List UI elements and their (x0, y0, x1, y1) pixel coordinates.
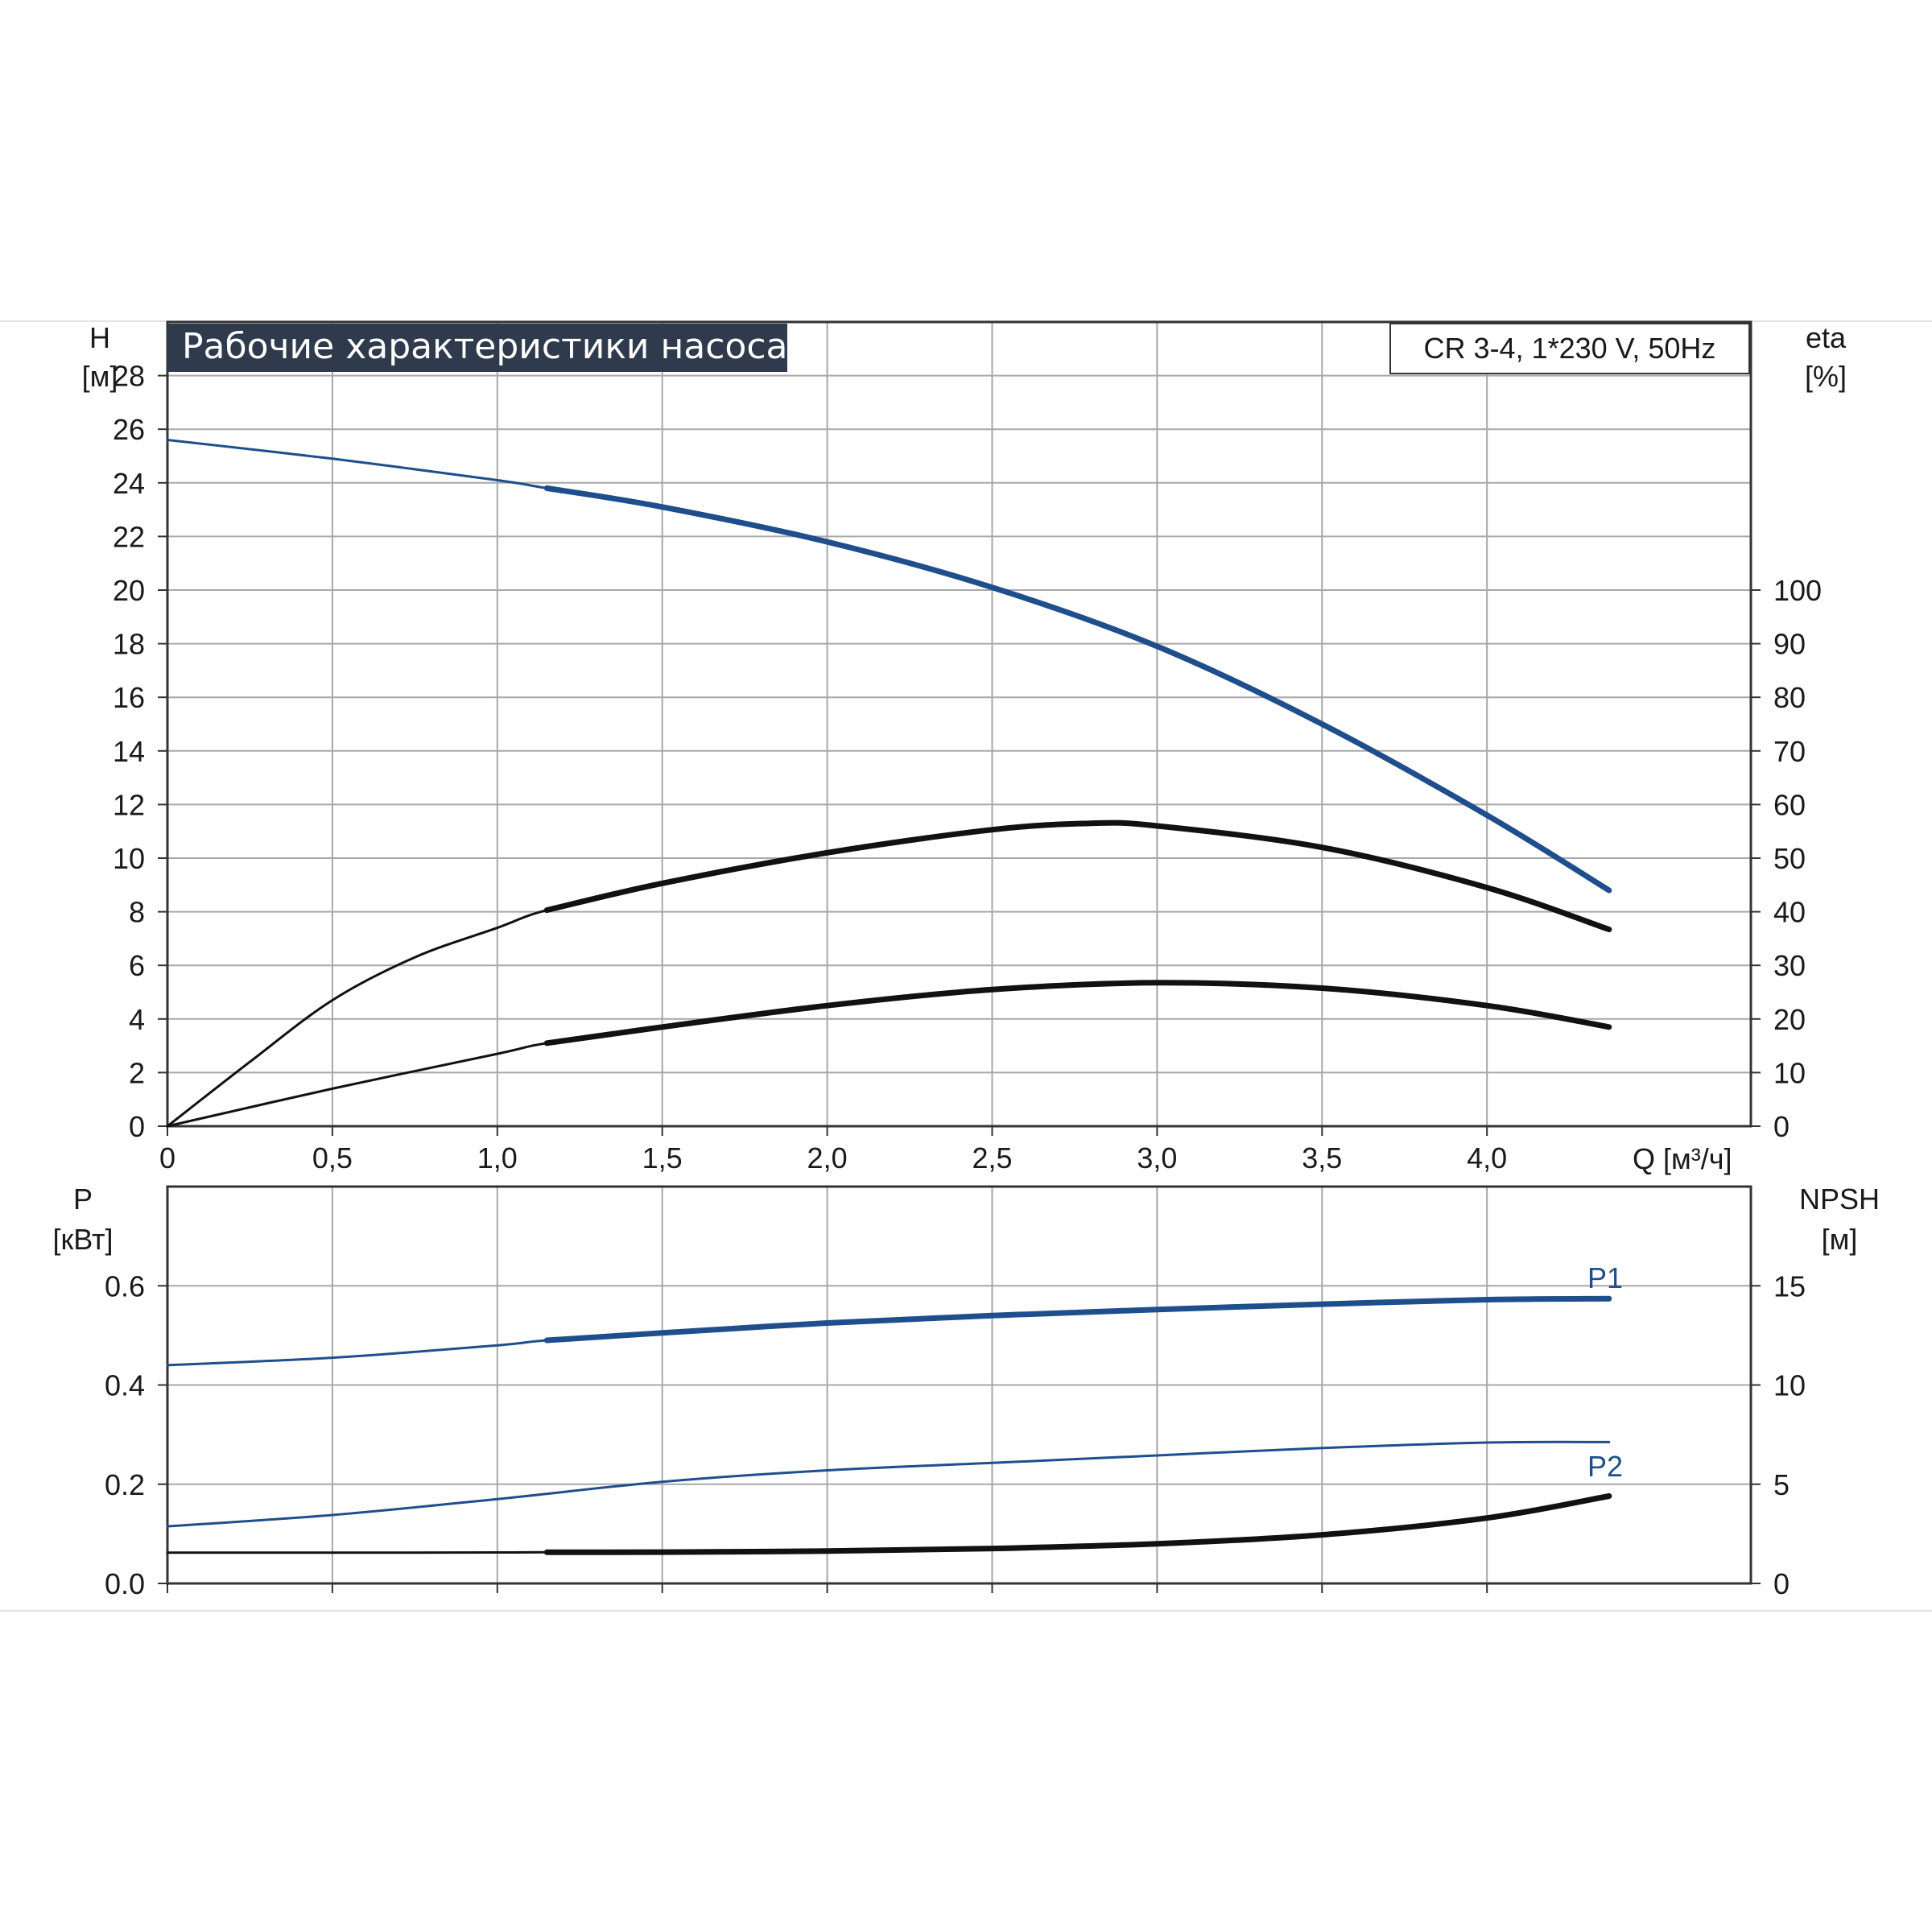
p-axis-label: P (73, 1183, 93, 1216)
top-panel-frame (166, 320, 1752, 1128)
bottom-panel-grid (167, 1187, 1751, 1583)
npsh-axis-unit: [м] (1822, 1223, 1858, 1256)
left-tick-label: 8 (129, 896, 145, 929)
top-panel-series (166, 439, 1612, 1128)
top-series-0-operating-range (543, 485, 1612, 894)
right-tick-label: 20 (1773, 1003, 1806, 1036)
top-panel-ticks: 0246810121416182022242628010203040506070… (113, 360, 1822, 1174)
left-tick-label: 22 (113, 520, 145, 553)
top-series-0-line (166, 439, 1611, 892)
bottom-series-2-line (166, 1495, 1611, 1554)
right-tick-label: 100 (1773, 574, 1822, 607)
left-tick-label: 0.6 (105, 1269, 145, 1302)
left-tick-label: 12 (113, 788, 145, 821)
x-tick-label: 3,0 (1137, 1141, 1177, 1174)
left-tick-label: 0.4 (105, 1369, 145, 1402)
right-tick-label: 40 (1773, 896, 1806, 929)
right-tick-label: 70 (1773, 735, 1806, 768)
left-tick-label: 28 (113, 360, 145, 393)
x-tick-label: 2,5 (972, 1141, 1012, 1174)
left-tick-label: 0.2 (105, 1468, 145, 1501)
h-axis-unit: [м] (82, 360, 118, 393)
x-tick-label: 4,0 (1467, 1141, 1507, 1174)
right-tick-label: 0 (1773, 1110, 1790, 1143)
eta-axis-unit: [%] (1805, 360, 1847, 393)
npsh-axis-label: NPSH (1799, 1183, 1880, 1216)
right-tick-label: 10 (1773, 1056, 1806, 1089)
model-label-box (1389, 323, 1750, 374)
left-tick-label: 0 (129, 1110, 145, 1143)
left-tick-label: 26 (113, 413, 145, 446)
model-label: CR 3-4, 1*230 V, 50Hz (1424, 332, 1716, 365)
eta-axis-label: eta (1806, 321, 1847, 354)
x-tick-label: 0 (159, 1141, 175, 1174)
left-tick-label: 20 (113, 574, 145, 607)
left-tick-label: 14 (113, 735, 145, 768)
left-tick-label: 18 (113, 628, 145, 661)
right-tick-label: 0 (1773, 1567, 1790, 1600)
p1-series-label: P1 (1587, 1261, 1623, 1294)
x-tick-label: 2,0 (807, 1141, 848, 1174)
title-box (167, 324, 787, 372)
bottom-series-2-operating-range (543, 1493, 1612, 1555)
right-tick-label: 50 (1773, 842, 1806, 875)
right-tick-label: 10 (1773, 1369, 1806, 1402)
right-tick-label: 15 (1773, 1269, 1806, 1302)
bottom-panel-ticks: 0.0 0.2 0.4 0.6 0 5 10 15 (105, 1269, 1806, 1600)
bottom-panel-series (166, 1295, 1612, 1555)
left-tick-label: 10 (113, 842, 145, 875)
right-tick-label: 5 (1773, 1468, 1790, 1501)
left-tick-label: 0.0 (105, 1567, 145, 1600)
right-tick-label: 90 (1773, 628, 1806, 661)
right-tick-label: 30 (1773, 949, 1806, 982)
p-axis-unit: [кВт] (52, 1223, 113, 1256)
top-series-2-line (166, 981, 1611, 1128)
right-tick-label: 80 (1773, 681, 1806, 714)
top-series-1-operating-range (543, 819, 1612, 933)
x-tick-label: 1,0 (477, 1141, 518, 1174)
top-panel-grid (167, 322, 1751, 1126)
top-series-2-operating-range (543, 980, 1612, 1046)
bottom-series-0-operating-range (543, 1295, 1612, 1344)
left-tick-label: 6 (129, 949, 145, 982)
bottom-series-0-line (166, 1297, 1611, 1367)
x-tick-label: 0,5 (312, 1141, 353, 1174)
left-tick-label: 4 (129, 1003, 145, 1036)
chart-title: Рабочие характеристики насоса (182, 326, 787, 367)
x-tick-label: 3,5 (1302, 1141, 1342, 1174)
x-tick-label: 1,5 (642, 1141, 683, 1174)
bottom-series-1-line (166, 1440, 1611, 1528)
left-tick-label: 2 (129, 1056, 145, 1089)
right-tick-label: 60 (1773, 788, 1806, 821)
left-tick-label: 24 (113, 467, 145, 500)
h-axis-label: H (89, 321, 110, 354)
q-axis-label: Q [м³/ч] (1633, 1142, 1732, 1175)
top-series-1-line (166, 821, 1611, 1128)
left-tick-label: 16 (113, 681, 145, 714)
p2-series-label: P2 (1587, 1450, 1623, 1483)
